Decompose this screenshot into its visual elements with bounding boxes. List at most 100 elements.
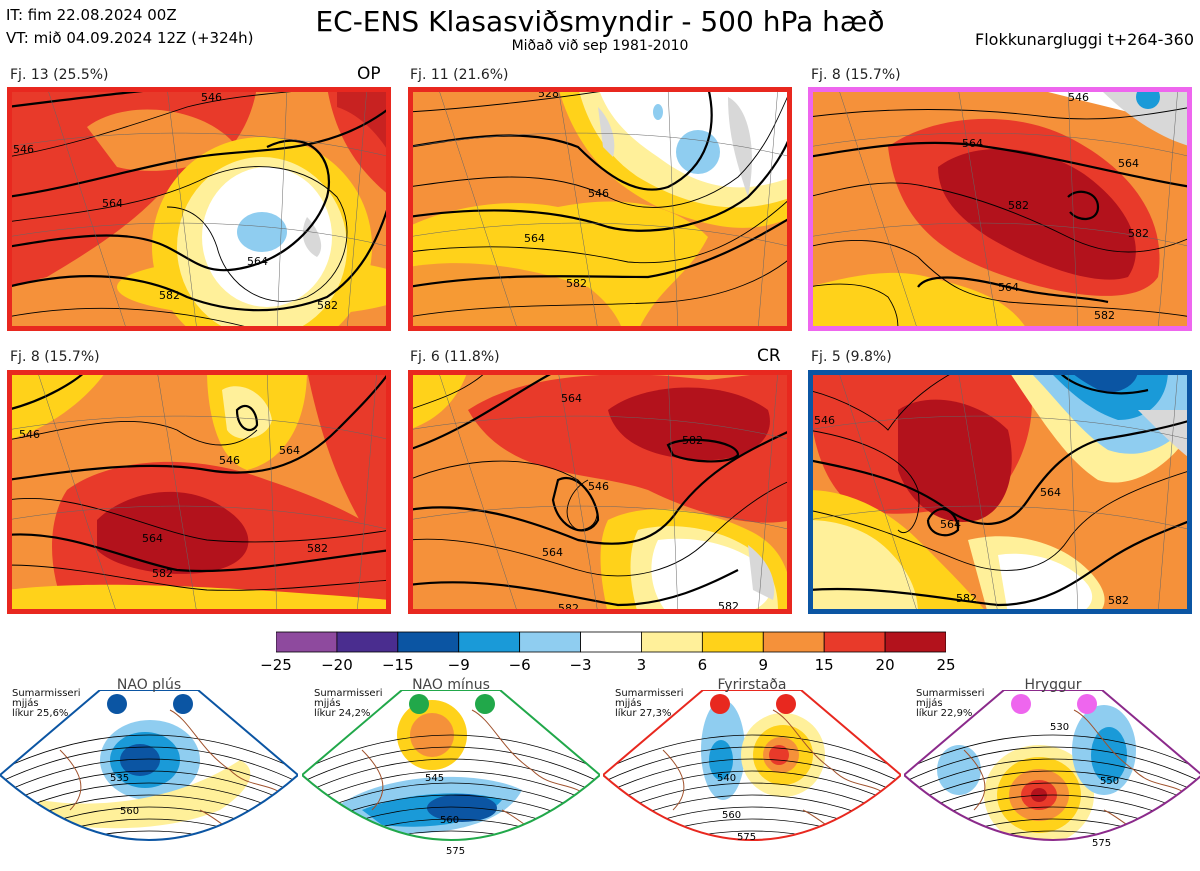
colorbar-tick-label: −9 — [447, 656, 470, 674]
cluster-map-3: 564 564 582 582 564 546 582 — [808, 87, 1192, 331]
contour-label: 564 — [561, 392, 582, 405]
regime-contour-label: 545 — [425, 773, 445, 784]
header-time-block: IT: fim 22.08.2024 00Z VT: mið 04.09.202… — [6, 4, 254, 50]
regime-map-1 — [0, 690, 298, 841]
contour-label: 582 — [1094, 309, 1115, 322]
regime-info: Sumarmisseri mjjás líkur 27,3% — [615, 689, 683, 719]
regime-marker-dot — [1077, 694, 1097, 714]
contour-label: 564 — [940, 518, 961, 531]
regime-season: Sumarmisseri — [12, 688, 81, 699]
graticule — [408, 87, 792, 331]
contour-label: 582 — [317, 299, 338, 312]
graticule — [7, 87, 391, 331]
regime-map-3 — [603, 690, 901, 841]
colorbar-cell — [884, 631, 946, 653]
regime-info: Sumarmisseri mjjás líkur 22,9% — [916, 689, 984, 719]
regime-contour-label: 560 — [722, 810, 742, 821]
regime-season: Sumarmisseri — [916, 688, 985, 699]
colorbar-tick-label: −20 — [321, 656, 353, 674]
regime-name: NAO plús — [116, 677, 182, 693]
contour-label: 546 — [13, 143, 34, 156]
regime-marker-dot — [776, 694, 796, 714]
regime-marker-dot — [710, 694, 730, 714]
regime-name: Fyrirstaða — [717, 677, 787, 693]
contour-label: 564 — [1040, 486, 1061, 499]
regime-contour-label: 560 — [440, 815, 460, 826]
contour-label: 582 — [1128, 227, 1149, 240]
regime-season: Sumarmisseri — [314, 688, 383, 699]
issue-time: IT: fim 22.08.2024 00Z — [6, 6, 177, 24]
cluster-window: Flokkunargluggi t+264-360 — [975, 30, 1194, 49]
regime-prob: líkur 22,9% — [916, 708, 973, 719]
regime-prob: líkur 27,3% — [615, 708, 672, 719]
contour-label: 564 — [247, 255, 268, 268]
regime-marker-dot — [475, 694, 495, 714]
regime-name: NAO mínus — [412, 677, 490, 693]
colorbar-cell — [397, 631, 460, 653]
colorbar-tick-label: 3 — [636, 656, 647, 674]
colorbar-tick-label: −6 — [508, 656, 531, 674]
panel-2-label: Fj. 11 (21.6%) — [410, 67, 509, 83]
contour-label: 582 — [558, 602, 579, 614]
page-title: EC-ENS Klasasviðsmyndir - 500 hPa hæð — [315, 5, 885, 38]
colorbar-cell — [580, 631, 642, 653]
colorbar-cell — [519, 631, 581, 653]
regime-name: Hryggur — [1024, 677, 1082, 693]
colorbar-tick-label: −3 — [569, 656, 592, 674]
contour-label: 546 — [588, 480, 609, 493]
regime-marker-dot — [107, 694, 127, 714]
contour-lines — [408, 87, 792, 318]
graticule — [808, 370, 1192, 614]
contour-label: 546 — [1068, 91, 1089, 104]
contour-label: 564 — [998, 281, 1019, 294]
colorbar-tick-label: −15 — [381, 656, 414, 674]
contour-lines — [408, 370, 792, 607]
graticule — [408, 370, 792, 614]
valid-time: VT: mið 04.09.2024 12Z (+324h) — [6, 29, 254, 47]
panel-1-tag: OP — [357, 64, 381, 84]
contour-label: 582 — [1108, 594, 1129, 607]
contour-label: 564 — [142, 532, 163, 545]
panel-5-label: Fj. 6 (11.8%) — [410, 349, 500, 365]
contour-label: 582 — [718, 600, 739, 613]
colorbar-cell — [823, 631, 886, 653]
panel-1-label: Fj. 13 (25.5%) — [10, 67, 109, 83]
contour-label: 528 — [538, 87, 559, 100]
regime-prob: líkur 25,6% — [12, 708, 69, 719]
contour-label: 582 — [152, 567, 173, 580]
contour-label: 546 — [814, 414, 835, 427]
contour-label: 546 — [219, 454, 240, 467]
colorbar-cell — [762, 631, 825, 653]
contour-label: 564 — [279, 444, 300, 457]
colorbar-cell — [276, 631, 338, 653]
panel-3-label: Fj. 8 (15.7%) — [811, 67, 901, 83]
colorbar-cell — [458, 631, 521, 653]
panel-4-label: Fj. 8 (15.7%) — [10, 349, 100, 365]
regime-ref: mjjás — [615, 698, 642, 709]
cluster-map-6: 546 564 564 582 582 — [808, 370, 1192, 614]
regime-season: Sumarmisseri — [615, 688, 684, 699]
regime-ref: mjjás — [12, 698, 39, 709]
contour-label: 582 — [159, 289, 180, 302]
panel-5-tag: CR — [757, 346, 781, 366]
colorbar-tick-label: −25 — [260, 656, 292, 674]
regime-marker-dot — [173, 694, 193, 714]
regime-ref: mjjás — [916, 698, 943, 709]
regime-contour-label: 575 — [737, 832, 757, 843]
regime-info: Sumarmisseri mjjás líkur 25,6% — [12, 689, 80, 719]
contour-lines — [808, 370, 1192, 607]
regime-contour-label: 550 — [1100, 776, 1120, 787]
cluster-map-4: 546 564 564 582 582 546 — [7, 370, 391, 614]
regime-marker-dot — [409, 694, 429, 714]
contour-label: 564 — [524, 232, 545, 245]
cluster-map-2: 546 564 582 528 — [408, 87, 792, 331]
regime-contour-label: 560 — [120, 806, 140, 817]
contour-label: 582 — [1008, 199, 1029, 212]
contour-label: 546 — [19, 428, 40, 441]
contour-label: 564 — [1118, 157, 1139, 170]
regime-contour-label: 535 — [110, 773, 130, 784]
contour-label: 582 — [307, 542, 328, 555]
colorbar-cell — [336, 631, 399, 653]
cluster-map-1: 546 564 564 582 582 546 — [7, 87, 391, 331]
graticule — [808, 87, 1192, 331]
